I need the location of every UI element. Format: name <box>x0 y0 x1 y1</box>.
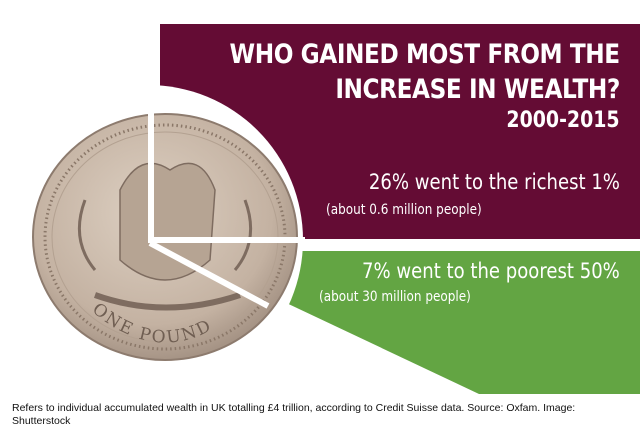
poorest-wedge <box>280 251 640 394</box>
title-line-2: INCREASE IN WEALTH? <box>335 74 620 105</box>
poorest-headline: 7% went to the poorest 50% <box>362 259 620 283</box>
richest-detail: (about 0.6 million people) <box>326 202 482 218</box>
pie-cuts <box>148 108 305 309</box>
poorest-detail: (about 30 million people) <box>319 289 471 305</box>
years-label: 2000-2015 <box>506 108 620 133</box>
footnote: Refers to individual accumulated wealth … <box>12 402 576 427</box>
richest-headline: 26% went to the richest 1% <box>368 170 620 194</box>
title-line-1: WHO GAINED MOST FROM THE <box>229 39 621 70</box>
